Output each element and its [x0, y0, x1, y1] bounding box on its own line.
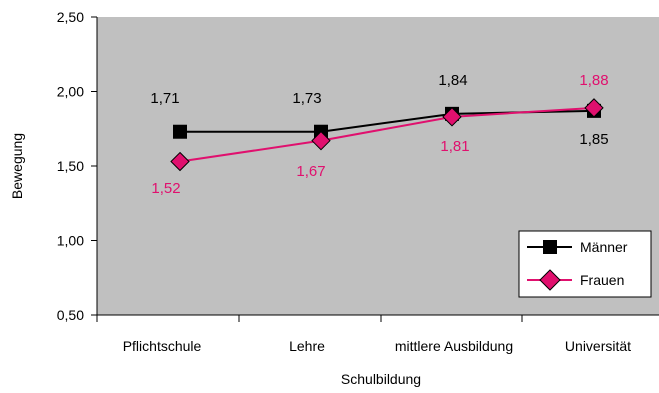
data-label-frauen: 1,88: [579, 72, 608, 89]
y-tick-label: 1,50: [57, 158, 84, 174]
data-point-frauen: [584, 98, 604, 118]
y-tick-label: 2,50: [57, 9, 84, 25]
y-tick-label: 0,50: [57, 307, 84, 323]
data-label-frauen: 1,67: [296, 163, 325, 180]
legend-label-maenner: Männer: [580, 239, 628, 255]
y-axis-title: Bewegung: [9, 133, 25, 199]
y-tick-label: 2,00: [57, 84, 84, 100]
legend-marker-frauen: [539, 269, 561, 291]
data-label-maenner: 1,85: [579, 131, 608, 148]
series-line-frauen: [179, 106, 595, 163]
x-tick-label-universitaet: Universität: [565, 338, 631, 354]
y-tick-label: 1,00: [57, 233, 84, 249]
data-label-maenner: 1,71: [150, 90, 179, 107]
x-tick-label-pflichtschule: Pflichtschule: [123, 338, 202, 354]
data-point-frauen: [170, 151, 190, 172]
data-point-frauen: [442, 107, 462, 127]
data-label-frauen: 1,81: [440, 138, 469, 155]
x-tick-label-lehre: Lehre: [289, 338, 325, 354]
legend: Männer Frauen: [518, 230, 652, 298]
data-label-frauen: 1,52: [151, 180, 180, 197]
data-label-maenner: 1,84: [438, 72, 467, 89]
x-tick-label-mittlere-ausbildung: mittlere Ausbildung: [395, 338, 513, 354]
data-point-frauen: [311, 130, 331, 151]
legend-label-frauen: Frauen: [580, 272, 624, 288]
data-label-maenner: 1,73: [292, 90, 321, 107]
x-axis-title: Schulbildung: [341, 371, 421, 387]
legend-marker-maenner: [543, 240, 557, 254]
data-point-maenner: [173, 124, 187, 139]
legend-box: [518, 230, 652, 298]
